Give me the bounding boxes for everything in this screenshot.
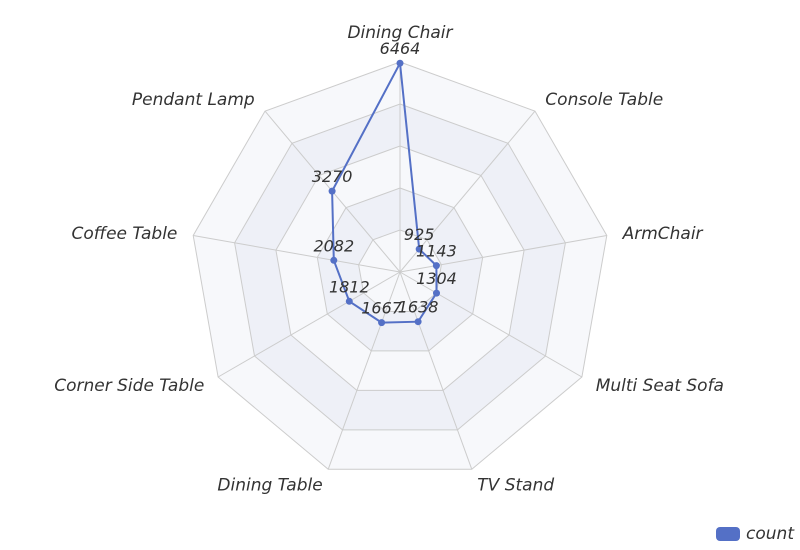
data-label: 925 bbox=[404, 225, 435, 244]
radar-category-labels: Dining Chair Console Table ArmChair Multi S… bbox=[54, 23, 724, 495]
data-label: 1304 bbox=[416, 269, 457, 288]
category-label: Corner Side Table bbox=[54, 376, 204, 396]
legend-label: count bbox=[746, 524, 794, 544]
series-line bbox=[331, 59, 438, 324]
data-label: 3270 bbox=[312, 167, 353, 186]
data-point[interactable] bbox=[432, 262, 440, 270]
data-label: 1638 bbox=[398, 298, 439, 317]
data-point[interactable] bbox=[328, 187, 336, 195]
data-point[interactable] bbox=[378, 319, 386, 327]
category-label: Dining Table bbox=[217, 475, 322, 495]
data-point[interactable] bbox=[414, 318, 422, 326]
radar-spoke bbox=[193, 235, 401, 273]
data-label: 1812 bbox=[329, 277, 370, 296]
radar-spoke bbox=[399, 110, 536, 273]
data-point[interactable] bbox=[330, 256, 338, 264]
category-label: ArmChair bbox=[622, 224, 704, 244]
data-point[interactable] bbox=[345, 297, 353, 305]
legend[interactable]: count bbox=[716, 524, 794, 544]
data-point[interactable] bbox=[396, 59, 404, 67]
category-label: Dining Chair bbox=[347, 23, 453, 43]
radar-spoke bbox=[217, 271, 401, 378]
category-label: TV Stand bbox=[477, 475, 554, 495]
data-label: 1143 bbox=[416, 242, 457, 261]
category-label: Coffee Table bbox=[72, 224, 178, 244]
category-label: Multi Seat Sofa bbox=[596, 376, 724, 396]
radar-spoke bbox=[399, 271, 583, 378]
category-label: Console Table bbox=[545, 90, 663, 110]
data-label: 6464 bbox=[380, 39, 421, 58]
data-label: 1667 bbox=[361, 299, 403, 318]
data-label: 2082 bbox=[313, 236, 354, 255]
data-point[interactable] bbox=[433, 289, 440, 297]
data-point[interactable] bbox=[415, 245, 423, 253]
radar-spoke bbox=[327, 271, 401, 470]
legend-swatch bbox=[716, 527, 741, 541]
category-label: Pendant Lamp bbox=[132, 90, 255, 110]
radar-spoke bbox=[399, 271, 473, 470]
